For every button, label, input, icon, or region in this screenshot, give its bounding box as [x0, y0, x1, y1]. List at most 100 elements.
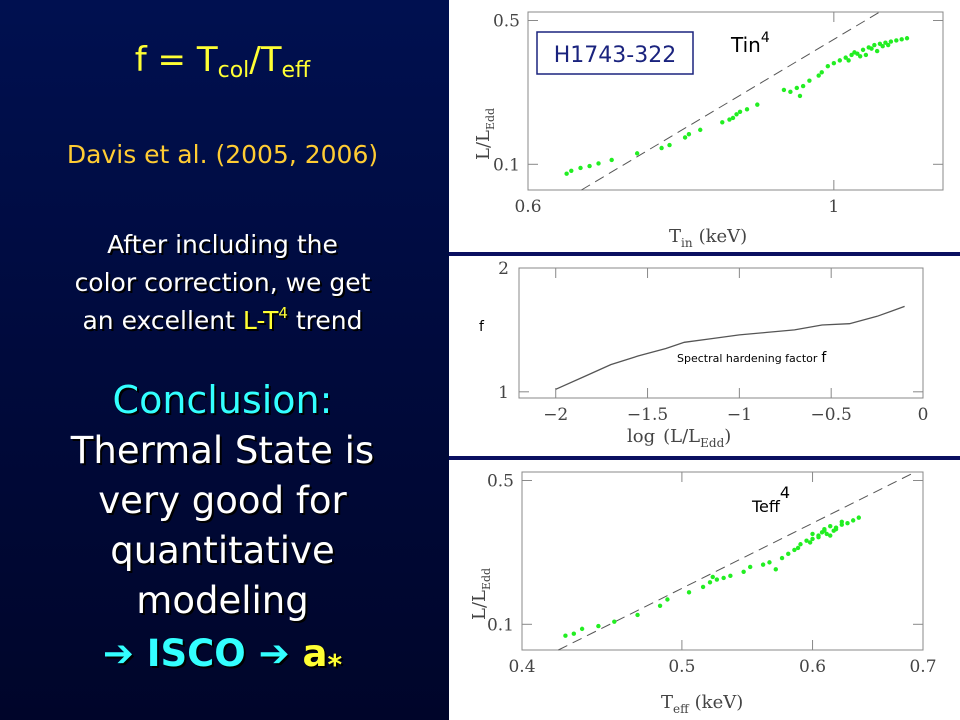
x-axis-label: Teff (keV): [661, 692, 743, 716]
data-point: [794, 85, 799, 91]
data-point: [578, 165, 583, 171]
source-label-box: [536, 31, 694, 75]
x-tick-label: 0.6: [799, 657, 826, 677]
data-point: [828, 533, 833, 538]
data-point: [788, 89, 793, 95]
formula-col-sub: col: [217, 58, 250, 83]
x-axis-label-log: log: [627, 426, 655, 447]
y-axis-label-l: L/L: [469, 590, 490, 620]
plot-frame: [527, 11, 944, 191]
conclusion-line-2: very good for: [98, 479, 347, 522]
teff4-label: Teff4: [751, 483, 790, 516]
data-point: [734, 112, 739, 117]
figure-column: [449, 0, 960, 720]
data-point: [728, 573, 733, 579]
data-point: [609, 157, 614, 163]
x-tick-label: 0: [918, 405, 929, 425]
isco-text: ISCO: [133, 632, 259, 675]
data-point: [659, 145, 664, 151]
data-point: [839, 519, 844, 524]
y-axis-label: L/LEdd: [473, 108, 497, 160]
teff4-reference-line: [558, 471, 916, 651]
data-point: [773, 567, 778, 572]
data-point: [665, 597, 670, 602]
annotation-f: f: [821, 350, 827, 366]
data-point: [843, 55, 848, 60]
data-point: [845, 521, 850, 526]
data-point: [760, 562, 766, 567]
data-point: [872, 42, 877, 48]
y-axis-label-l: L/L: [473, 130, 494, 160]
data-point: [894, 38, 899, 43]
spin-parameter: a*: [290, 632, 343, 681]
data-point: [899, 37, 904, 42]
chart-panel-hardening: −2 −1.5 −1 −0.5 0 1 2 Spectral hardening facto…: [449, 256, 960, 456]
formula-eff-sub: eff: [281, 58, 311, 83]
data-point: [747, 564, 753, 570]
isco-line: ➔ ISCO ➔ a*: [0, 632, 445, 681]
data-point: [686, 590, 692, 595]
data-point: [798, 542, 803, 547]
data-point: [721, 575, 726, 581]
plot-frame: [518, 267, 924, 399]
hardening-factor-curve: [555, 305, 905, 390]
x-axis-label-sub: in: [681, 236, 693, 250]
data-point: [755, 102, 760, 107]
data-point: [698, 127, 703, 133]
data-point: [849, 52, 854, 58]
data-point: [857, 54, 863, 59]
chart-hardening-factor: −2 −1.5 −1 −0.5 0 1 2 Spectral hardening facto…: [479, 259, 929, 450]
x-axis-label-arg: (L/L: [663, 426, 700, 447]
data-point: [587, 163, 592, 169]
paragraph-line-3: an excellent L-T4 trend: [0, 302, 445, 340]
data-point: [596, 623, 601, 629]
x-axis-label-close: ): [724, 426, 731, 447]
y-axis-label-sub: Edd: [480, 568, 493, 590]
conclusion-line-1: Thermal State is: [70, 429, 375, 472]
y-tick-label: 0.1: [487, 615, 514, 635]
paragraph-line-2: color correction, we get: [74, 268, 371, 297]
data-point: [874, 48, 880, 54]
data-point: [837, 58, 842, 63]
data-point: [657, 603, 663, 609]
data-point: [569, 168, 574, 173]
tin4-reference-line: [581, 11, 880, 191]
x-axis-label-sub: Edd: [700, 436, 724, 450]
data-point: [579, 626, 585, 632]
curve-annotation: Spectral hardening factor f: [677, 350, 827, 366]
data-point: [810, 531, 815, 537]
data-point: [804, 538, 809, 543]
x-tick-label: −1.5: [627, 405, 668, 425]
data-point: [612, 619, 617, 624]
x-tick-label: 0.6: [514, 197, 541, 217]
y-axis-label: L/LEdd: [469, 568, 493, 620]
teff4-label-text: Teff: [751, 497, 781, 516]
x-tick-label: −0.5: [811, 405, 852, 425]
annotation-text: Spectral hardening factor: [677, 352, 818, 365]
x-axis-label-t: T: [661, 692, 673, 713]
data-point: [710, 574, 715, 580]
x-axis-label-sub: eff: [673, 702, 690, 716]
x-tick-label: 0.7: [909, 657, 936, 677]
data-point: [634, 151, 640, 156]
source-label: H1743-322: [554, 43, 676, 68]
chart-lt-teff: 0.4 0.5 0.6 0.70.10.5 Teff4 Teff (keV) L/LEd…: [469, 471, 937, 716]
data-point: [880, 44, 885, 49]
data-point: [571, 631, 577, 636]
chart-panel-lt-tin: 0.6 1 0.1 0.5 H1743-322 Tin4 Tin (keV) L/LEd…: [449, 0, 960, 252]
data-point: [707, 580, 713, 585]
data-point: [816, 73, 821, 78]
data-point: [860, 47, 866, 53]
data-point: [779, 555, 785, 561]
x-tick-label: 0.4: [508, 657, 535, 677]
y-tick-label: 0.1: [493, 155, 520, 175]
x-tick-label: 1: [828, 197, 839, 217]
spin-star: *: [327, 648, 343, 681]
data-point: [824, 531, 829, 537]
formula-heading: f = Tcol/Teff: [0, 40, 445, 83]
paragraph-line-3-post: trend: [287, 306, 363, 335]
data-point: [727, 117, 732, 122]
data-point: [714, 577, 720, 582]
data-point: [563, 633, 568, 638]
data-point: [904, 36, 910, 41]
